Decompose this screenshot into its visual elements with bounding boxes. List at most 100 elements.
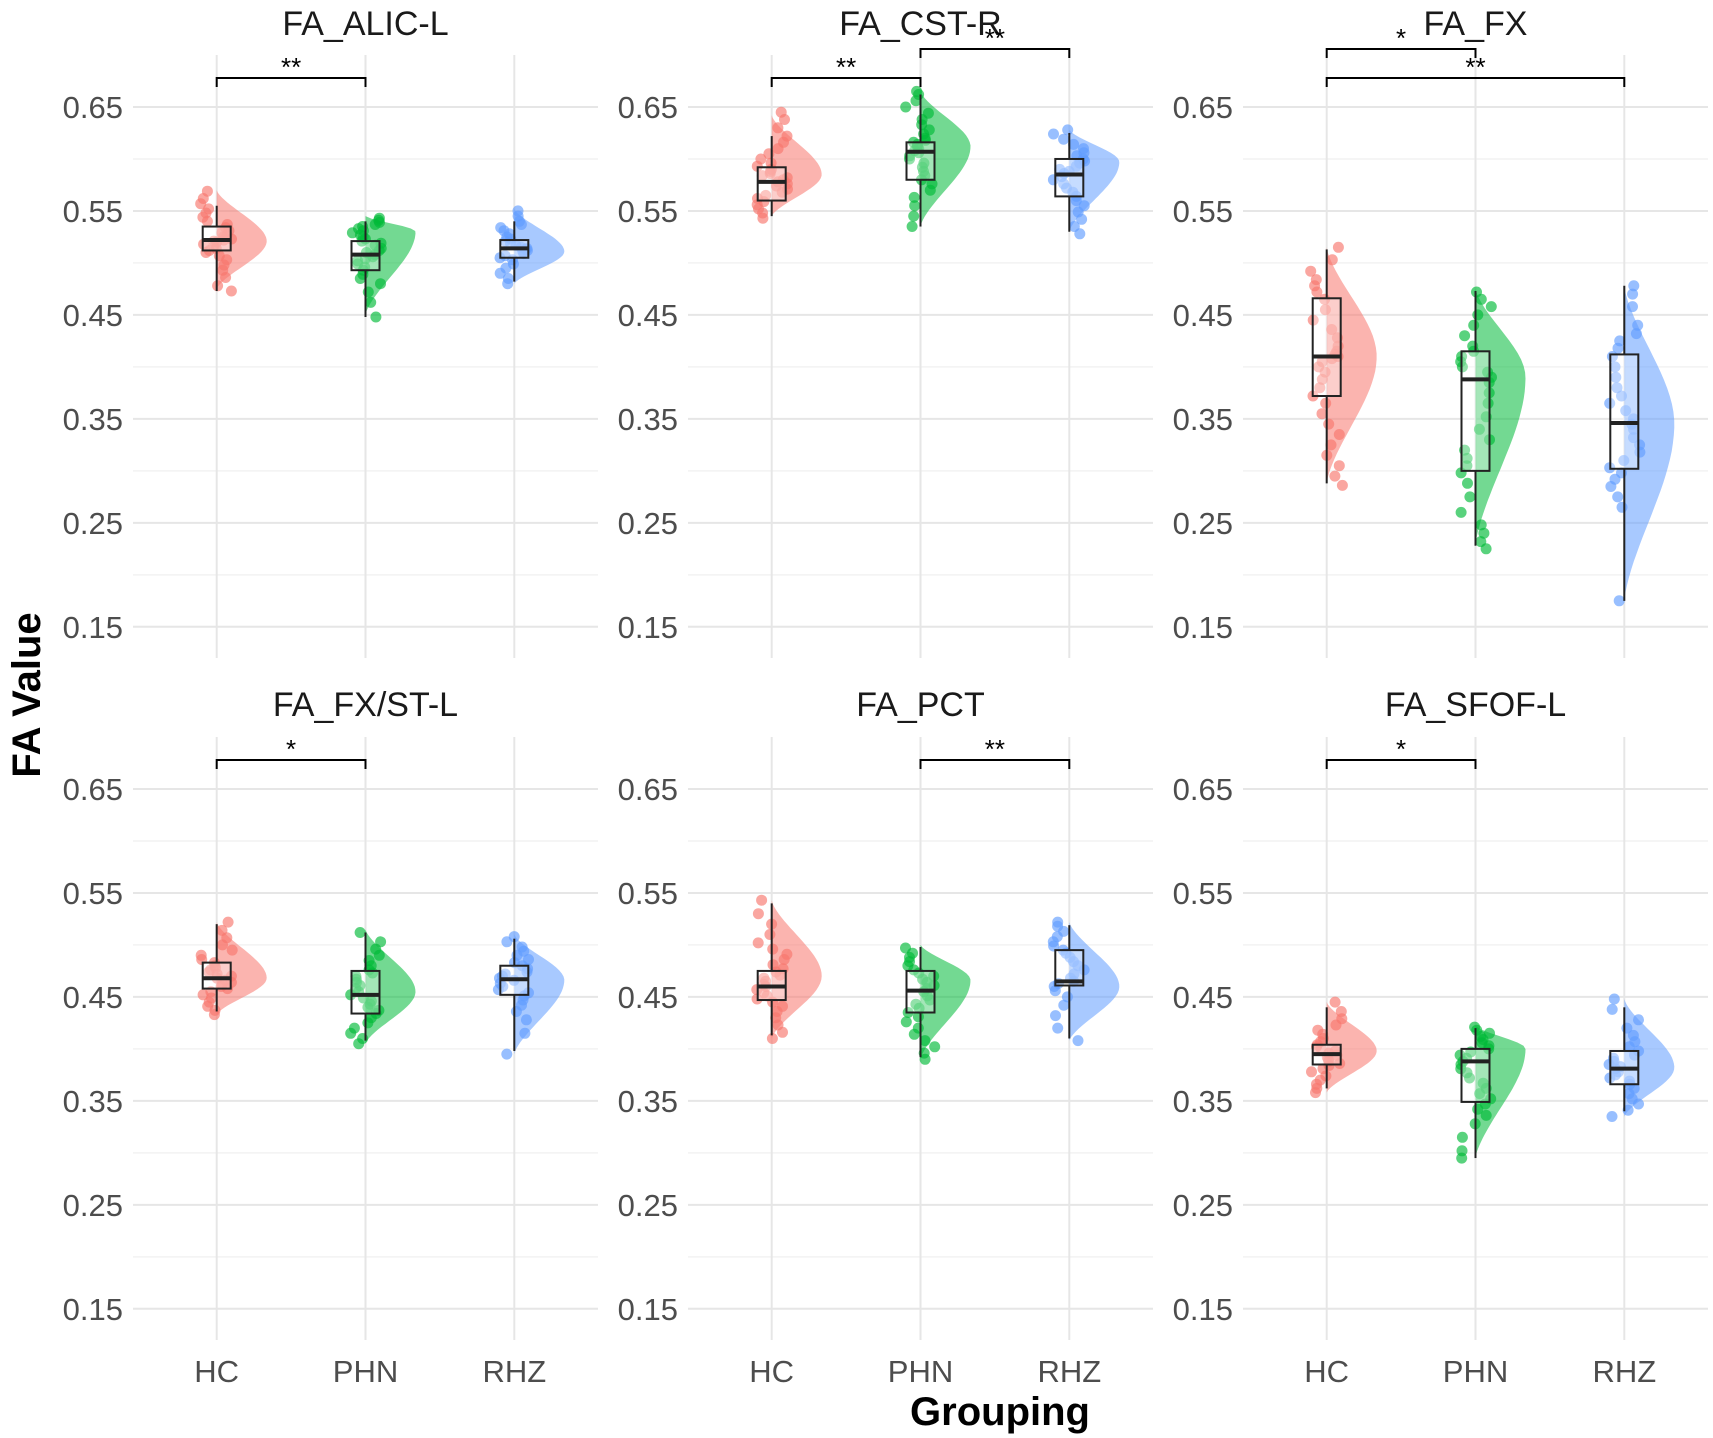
data-point	[1468, 319, 1480, 331]
series-phn	[1455, 286, 1526, 555]
data-point	[350, 970, 362, 982]
bracket-line	[215, 77, 367, 87]
data-point	[926, 178, 938, 190]
series-rhz	[494, 205, 565, 290]
data-point	[772, 122, 784, 134]
violin-hc	[1326, 247, 1377, 484]
data-point	[1633, 1014, 1644, 1026]
data-point	[375, 936, 387, 948]
y-tick-label: 0.35	[63, 1084, 123, 1119]
data-point	[362, 286, 374, 298]
data-point	[764, 929, 776, 940]
significance-bracket: **	[919, 734, 1071, 769]
data-point	[1477, 1077, 1489, 1089]
data-point	[912, 1022, 924, 1034]
significance-bracket: **	[919, 23, 1071, 58]
box-iqr	[1609, 353, 1640, 470]
y-tick-label: 0.65	[1173, 772, 1233, 807]
data-point	[501, 1048, 513, 1060]
y-tick-label: 0.35	[63, 402, 123, 437]
data-point	[1485, 301, 1497, 313]
significance-bracket: **	[1325, 52, 1626, 87]
data-point	[1455, 506, 1467, 518]
series-rhz	[1604, 280, 1675, 607]
panel-title: FA_ALIC-L	[282, 5, 448, 43]
data-point	[519, 1027, 531, 1039]
data-point	[516, 941, 528, 953]
data-point	[1306, 1066, 1317, 1078]
data-point	[1061, 991, 1073, 1003]
data-point	[1628, 280, 1640, 292]
series-rhz	[1603, 993, 1675, 1122]
data-point	[1614, 335, 1626, 347]
data-point	[1052, 1022, 1064, 1034]
data-point	[1473, 423, 1485, 435]
data-point	[1058, 133, 1070, 145]
data-point	[1305, 265, 1317, 277]
panel-title: FA_FX	[1424, 5, 1528, 43]
data-point	[1054, 163, 1066, 175]
data-point	[1326, 254, 1338, 266]
data-point	[1336, 479, 1348, 491]
data-point	[1613, 595, 1625, 607]
data-point	[203, 203, 215, 215]
data-point	[777, 1000, 788, 1012]
bracket-line	[1325, 48, 1477, 58]
significance-label: **	[985, 23, 1005, 53]
data-point	[1627, 301, 1638, 313]
box-iqr	[1054, 157, 1085, 198]
bracket-line	[919, 48, 1071, 58]
data-point	[900, 942, 911, 954]
box-iqr	[1311, 297, 1342, 398]
data-point	[1454, 1049, 1466, 1061]
data-point	[201, 185, 213, 197]
facet-panel-6: 0.15 0.25 0.35 0.45 0.55 0.65 FA_SFOF-L HC PHN RH…	[1173, 686, 1708, 1389]
data-point	[1316, 408, 1328, 420]
data-point	[781, 948, 793, 960]
series-rhz	[1047, 124, 1120, 240]
y-tick-label: 0.35	[618, 402, 678, 437]
data-point	[781, 130, 793, 142]
data-point	[1078, 143, 1089, 155]
violin-rhz	[1069, 922, 1120, 1041]
facet-panel-1: 0.15 0.25 0.35 0.45 0.55 0.65 FA_ALIC-L **	[63, 5, 598, 658]
data-point	[1610, 371, 1622, 383]
data-point	[1462, 477, 1473, 489]
y-tick-label: 0.55	[1173, 194, 1233, 229]
y-tick-label: 0.55	[1173, 876, 1233, 911]
data-point	[766, 1033, 778, 1044]
data-point	[906, 221, 918, 232]
y-tick-label: 0.35	[618, 1084, 678, 1119]
data-point	[1068, 138, 1080, 150]
panel-title: FA_PCT	[856, 686, 984, 724]
data-point	[1482, 397, 1494, 409]
data-point	[1456, 1145, 1468, 1157]
significance-bracket: **	[215, 52, 367, 87]
data-point	[222, 916, 234, 928]
y-tick-label: 0.45	[1173, 980, 1233, 1015]
significance-bracket: *	[1325, 23, 1477, 58]
data-point	[1612, 491, 1624, 503]
box-iqr	[350, 969, 381, 1015]
y-tick-label: 0.25	[1173, 1188, 1233, 1223]
panel-title: FA_SFOF-L	[1385, 686, 1566, 724]
data-point	[1062, 124, 1074, 136]
data-point	[922, 107, 934, 119]
bracket-line	[770, 77, 922, 87]
data-point	[1608, 993, 1620, 1005]
series-phn	[1454, 1021, 1526, 1164]
y-tick-label: 0.65	[618, 772, 678, 807]
data-point	[1606, 1111, 1618, 1122]
y-tick-label: 0.55	[618, 194, 678, 229]
data-point	[755, 153, 767, 165]
y-tick-label: 0.25	[63, 506, 123, 541]
data-point	[1467, 340, 1479, 352]
data-point	[1620, 405, 1632, 417]
data-point	[929, 1041, 941, 1053]
data-point	[763, 148, 775, 160]
data-point	[495, 222, 507, 234]
data-point	[1627, 1029, 1639, 1041]
data-point	[910, 998, 922, 1010]
significance-label: **	[281, 52, 301, 82]
bracket-line	[1325, 77, 1626, 87]
